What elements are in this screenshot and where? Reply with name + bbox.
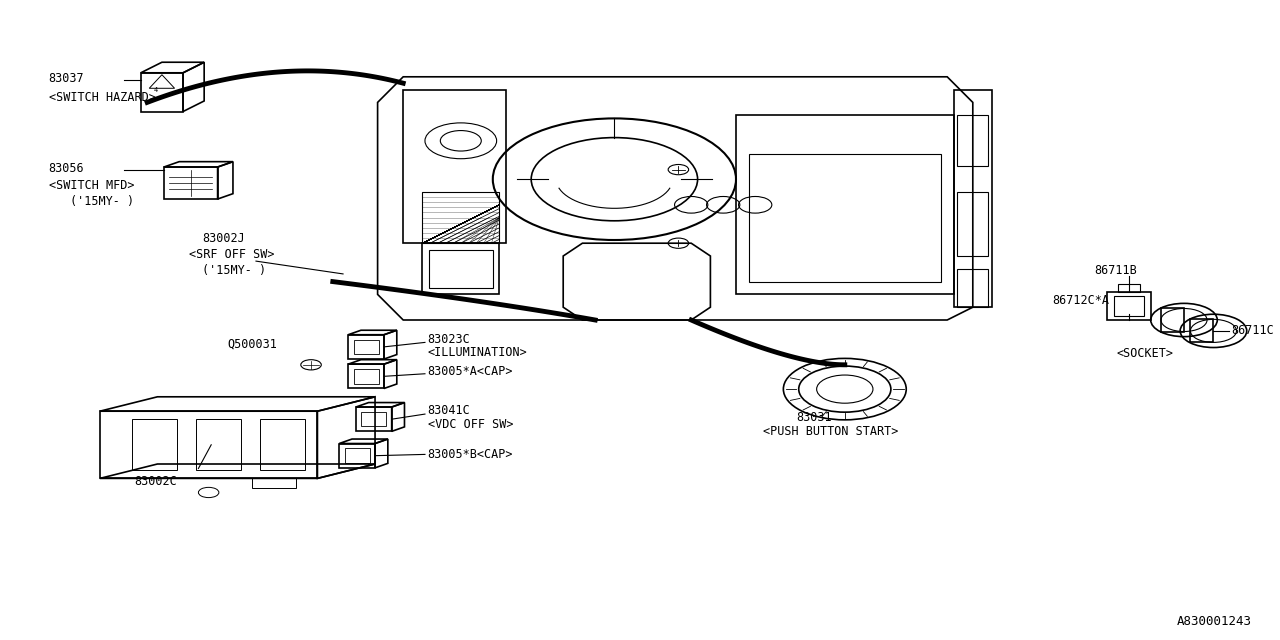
- Text: <SWITCH HAZARD>: <SWITCH HAZARD>: [49, 91, 155, 104]
- Text: 83041C: 83041C: [428, 404, 470, 417]
- Text: <SWITCH MFD>: <SWITCH MFD>: [49, 179, 134, 192]
- Text: ('15MY- ): ('15MY- ): [70, 195, 134, 208]
- Text: <SOCKET>: <SOCKET>: [1116, 347, 1174, 360]
- Text: 83002C: 83002C: [134, 475, 177, 488]
- Text: 83005*B<CAP>: 83005*B<CAP>: [428, 448, 513, 461]
- Text: A830001243: A830001243: [1176, 616, 1252, 628]
- Text: 83031: 83031: [796, 411, 832, 424]
- Text: 83023C: 83023C: [428, 333, 470, 346]
- Text: 86712C*A: 86712C*A: [1052, 294, 1110, 307]
- Text: <ILLUMINATION>: <ILLUMINATION>: [428, 346, 527, 358]
- Text: 83037: 83037: [49, 72, 84, 85]
- Text: 4: 4: [154, 87, 157, 93]
- Text: <VDC OFF SW>: <VDC OFF SW>: [428, 418, 513, 431]
- Text: 83002J: 83002J: [202, 232, 244, 244]
- Text: Q500031: Q500031: [228, 338, 278, 351]
- Text: 83005*A<CAP>: 83005*A<CAP>: [428, 365, 513, 378]
- Text: ('15MY- ): ('15MY- ): [202, 264, 266, 276]
- Text: <SRF OFF SW>: <SRF OFF SW>: [189, 248, 275, 260]
- Text: 86711C: 86711C: [1231, 324, 1274, 337]
- Text: 83056: 83056: [49, 162, 84, 175]
- Text: <PUSH BUTTON START>: <PUSH BUTTON START>: [763, 425, 899, 438]
- Text: 86711B: 86711B: [1094, 264, 1137, 276]
